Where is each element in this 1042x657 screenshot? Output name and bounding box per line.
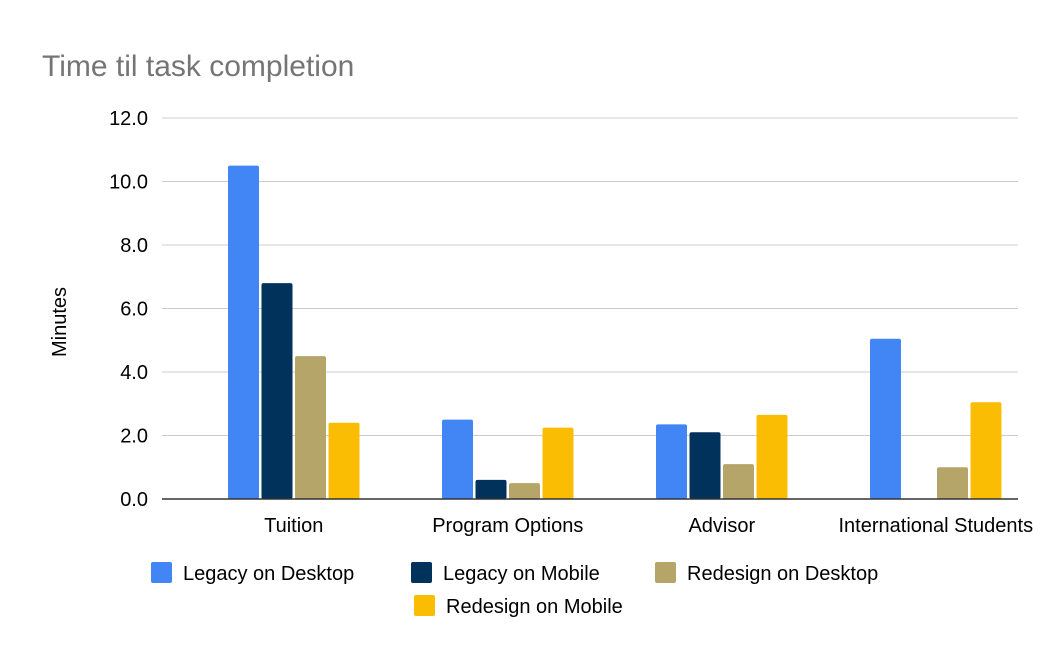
bar	[442, 419, 473, 499]
bar	[509, 483, 540, 499]
x-tick-label: Program Options	[432, 515, 583, 537]
bar	[870, 338, 901, 499]
bar	[228, 165, 259, 499]
bar	[261, 283, 293, 499]
y-tick-label: 2.0	[120, 426, 148, 448]
y-tick-label: 8.0	[120, 235, 148, 257]
y-axis-title: Minutes	[49, 287, 71, 357]
bar	[970, 402, 1002, 499]
legend-item: Legacy on Mobile	[411, 562, 600, 585]
legend-label: Legacy on Desktop	[183, 563, 354, 585]
bar	[295, 356, 326, 499]
bar	[542, 427, 574, 499]
bar	[723, 464, 754, 499]
legend-item: Redesign on Mobile	[414, 595, 623, 618]
y-tick-label: 10.0	[109, 172, 148, 194]
x-axis-ticks: Tuition Program Options Advisor Internation…	[264, 515, 1033, 537]
bar	[656, 424, 687, 499]
legend: Legacy on Desktop Legacy on Mobile Redesig…	[151, 562, 878, 618]
legend-item: Legacy on Desktop	[151, 562, 354, 585]
x-tick-label: Advisor	[688, 515, 755, 537]
y-axis-ticks: 0.0 2.0 4.0 6.0 8.0 10.0 12.0	[109, 108, 148, 511]
y-tick-label: 4.0	[120, 362, 148, 384]
legend-swatch	[411, 562, 432, 583]
legend-swatch	[414, 595, 435, 616]
bar	[689, 432, 721, 499]
legend-swatch	[655, 562, 676, 583]
bar	[756, 414, 788, 499]
x-tick-label: International Students	[839, 515, 1034, 537]
chart-title: Time til task completion	[42, 50, 354, 83]
bars	[228, 165, 1002, 500]
y-tick-label: 6.0	[120, 299, 148, 321]
legend-label: Legacy on Mobile	[443, 563, 600, 585]
legend-item: Redesign on Desktop	[655, 562, 878, 585]
bar	[328, 422, 360, 499]
legend-label: Redesign on Mobile	[446, 596, 623, 618]
legend-swatch	[151, 562, 172, 583]
y-tick-label: 12.0	[109, 108, 148, 130]
y-tick-label: 0.0	[120, 489, 148, 511]
legend-label: Redesign on Desktop	[687, 563, 878, 585]
bar	[475, 479, 507, 499]
x-tick-label: Tuition	[264, 515, 323, 537]
bar	[937, 467, 968, 500]
